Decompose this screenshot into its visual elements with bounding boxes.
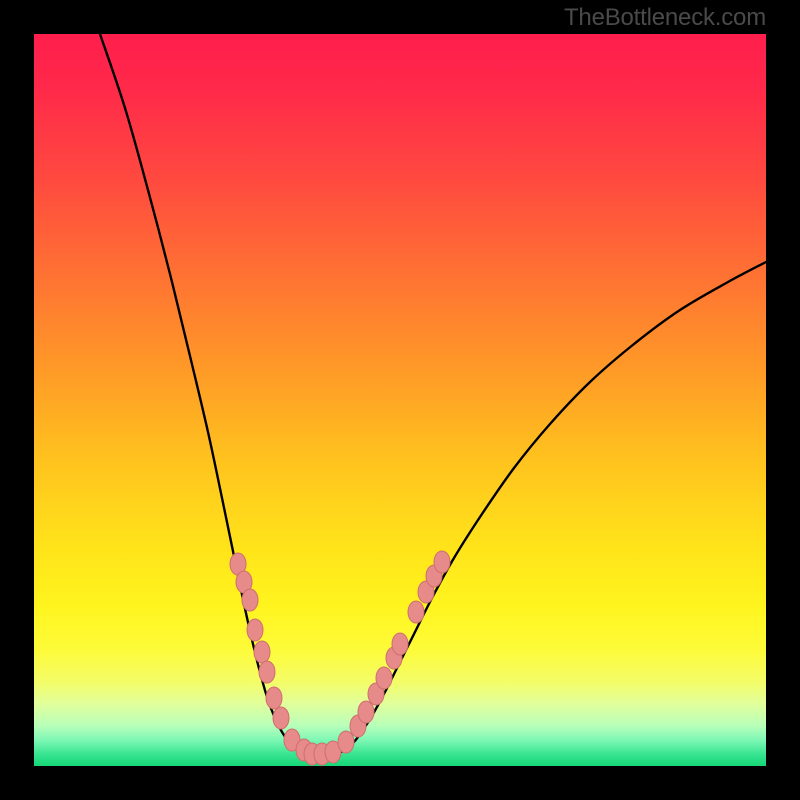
plot-gradient-background [34, 34, 766, 766]
chart-root: TheBottleneck.com [0, 0, 800, 800]
watermark-text: TheBottleneck.com [564, 4, 766, 32]
